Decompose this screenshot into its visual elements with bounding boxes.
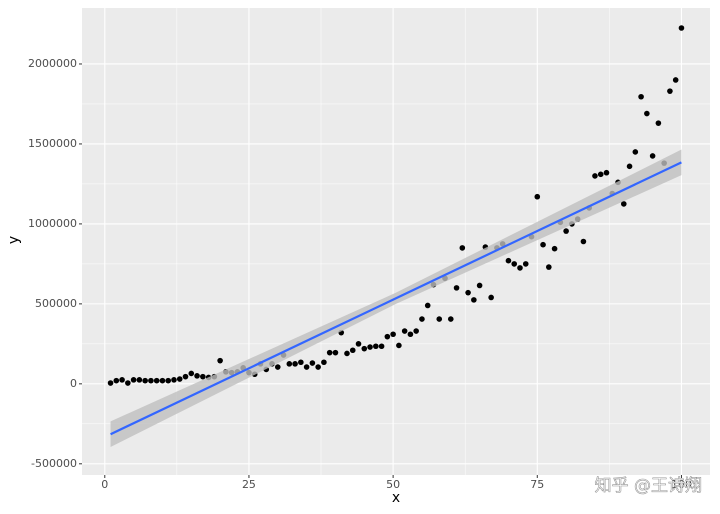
point — [638, 93, 644, 100]
x-tick-label: 75 — [530, 478, 544, 491]
point — [119, 377, 125, 383]
y-tick-label: 2000000 — [28, 57, 77, 70]
point — [188, 370, 195, 377]
point — [373, 343, 379, 350]
point — [522, 261, 529, 267]
point — [678, 25, 685, 31]
point — [476, 282, 483, 289]
x-tick-label: 25 — [242, 478, 256, 491]
point — [292, 361, 298, 367]
point — [176, 376, 183, 382]
point — [511, 261, 518, 267]
point — [165, 377, 172, 384]
point — [672, 77, 679, 83]
x-tick-label: 100 — [671, 478, 692, 491]
point — [592, 173, 598, 179]
point — [424, 302, 431, 309]
point — [182, 373, 189, 380]
point — [540, 241, 546, 248]
point — [107, 380, 114, 386]
point — [315, 364, 321, 370]
point — [407, 331, 414, 338]
point — [632, 149, 639, 155]
point — [471, 297, 477, 303]
x-tick-label: 50 — [386, 478, 400, 491]
y-tick-label: 500000 — [35, 297, 77, 310]
point — [597, 171, 604, 178]
point — [148, 377, 154, 384]
point — [436, 316, 443, 322]
point — [367, 344, 373, 350]
point — [459, 245, 466, 251]
fit-line — [110, 161, 682, 436]
point — [355, 341, 362, 347]
point — [349, 347, 356, 354]
point — [171, 377, 177, 383]
point — [667, 88, 673, 94]
y-tick-label: 1000000 — [28, 217, 77, 230]
point — [125, 380, 131, 386]
point — [286, 361, 293, 367]
point — [113, 377, 120, 384]
point — [159, 377, 166, 384]
point — [580, 238, 587, 245]
point — [620, 201, 627, 207]
point — [321, 359, 327, 366]
point — [563, 228, 569, 234]
point — [546, 264, 552, 270]
point — [136, 377, 143, 383]
point — [453, 285, 460, 291]
point — [396, 342, 402, 349]
y-tick-label: -500000 — [31, 457, 77, 470]
point — [390, 331, 396, 338]
watermark: 知乎 @王诗翔 — [595, 476, 702, 496]
y-tick-label: 0 — [70, 377, 77, 390]
point — [153, 377, 160, 384]
point — [447, 316, 454, 322]
point — [298, 359, 304, 366]
x-axis-title: x — [392, 490, 400, 506]
point — [142, 377, 148, 384]
point — [505, 257, 512, 264]
point — [413, 328, 419, 334]
point — [361, 345, 368, 352]
point — [517, 265, 523, 271]
point — [534, 193, 541, 200]
point — [130, 377, 137, 383]
point — [274, 364, 281, 370]
y-axis-title: y — [6, 236, 22, 244]
point — [401, 328, 408, 334]
point — [303, 364, 310, 370]
point — [488, 294, 494, 301]
point — [649, 153, 656, 159]
point — [603, 169, 610, 176]
y-tick-label: 1500000 — [28, 137, 77, 150]
point — [465, 289, 471, 296]
point — [200, 373, 206, 380]
point — [332, 349, 339, 356]
point — [378, 343, 385, 350]
point — [551, 245, 558, 252]
point — [644, 110, 650, 117]
point — [626, 163, 633, 170]
point — [326, 349, 333, 356]
point — [217, 357, 223, 364]
point — [655, 120, 662, 126]
point — [309, 360, 316, 366]
point — [419, 316, 425, 322]
point — [194, 373, 200, 379]
point — [384, 333, 391, 340]
point — [344, 350, 350, 357]
x-tick-label: 0 — [101, 478, 108, 491]
